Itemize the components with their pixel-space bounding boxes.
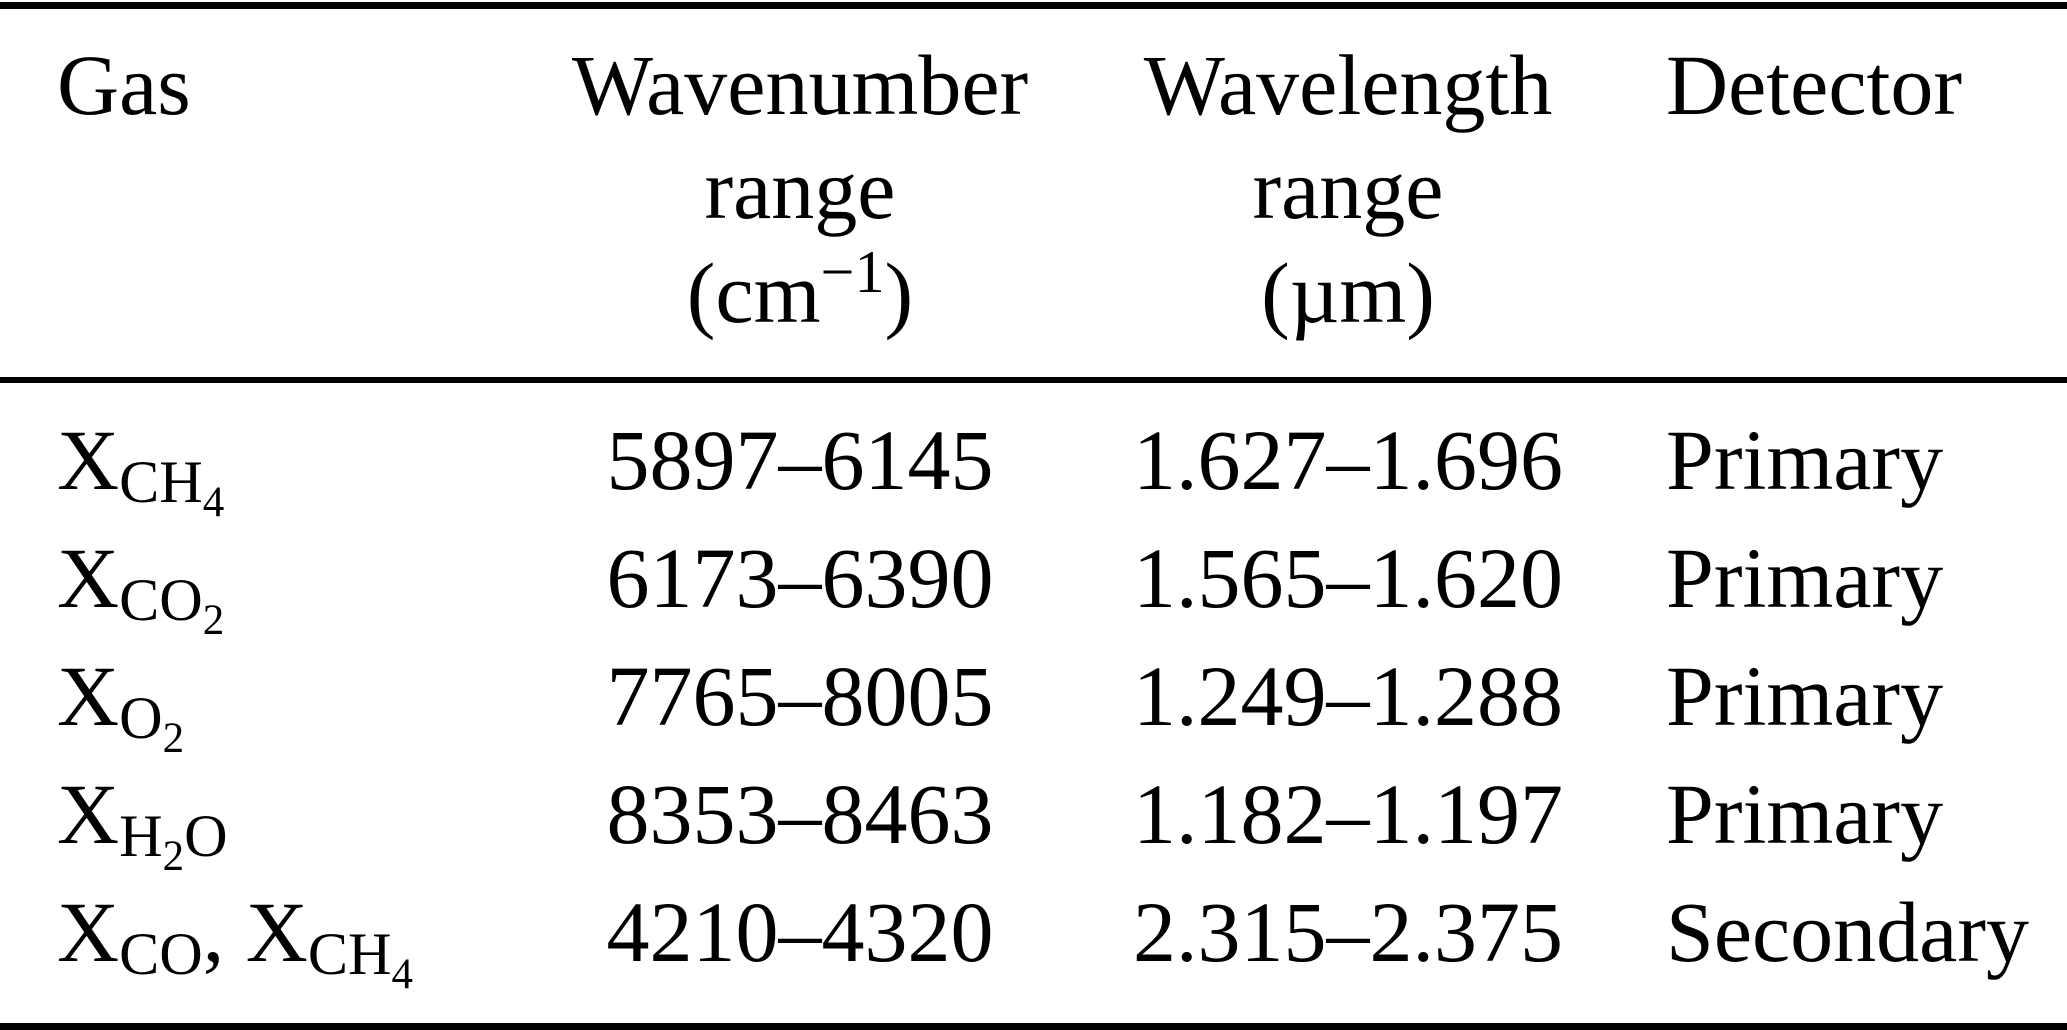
header-wavenumber-unit: (cm−1) xyxy=(555,238,1045,355)
wavenumber-range-cell: 4210–4320 xyxy=(606,884,994,980)
detector-cell: Primary xyxy=(1666,766,1944,862)
wavelength-range-cell: 1.627–1.696 xyxy=(1133,412,1563,508)
gas-symbol-base: X xyxy=(57,766,120,862)
header-wavenumber: Wavenumber range (cm−1) xyxy=(555,5,1045,383)
gas-symbol-sub: H xyxy=(119,803,163,871)
gas-symbol-sub: CO xyxy=(119,567,203,635)
gas-symbol-base: X xyxy=(57,648,120,744)
gas-symbol-base: X xyxy=(57,412,120,508)
table-row: XH2O 8353–8463 1.182–1.197 Primary xyxy=(0,763,2067,881)
header-wavelength-unit: (µm) xyxy=(1261,245,1435,341)
wavenumber-range-cell: 5897–6145 xyxy=(606,412,994,508)
gas-cell: XH2O xyxy=(0,763,555,881)
gas-symbol-subsub: 2 xyxy=(202,596,225,644)
detector-cell: Primary xyxy=(1666,530,1944,626)
gas-cell: XO2 xyxy=(0,645,555,763)
header-gas: Gas xyxy=(0,5,555,383)
gas-symbol-sub: O xyxy=(119,685,163,753)
gas-symbol-base: X xyxy=(57,884,120,980)
header-row: Gas Wavenumber range (cm−1) Wavelength r… xyxy=(0,5,2067,383)
table-row: XCO2 6173–6390 1.565–1.620 Primary xyxy=(0,527,2067,645)
gas-symbol-subsub: 2 xyxy=(162,714,185,762)
wavelength-range-cell: 1.565–1.620 xyxy=(1133,530,1563,626)
gas-symbol-sub: CH xyxy=(307,921,392,989)
unit-exponent: −1 xyxy=(820,238,885,306)
table-row: XCH4 5897–6145 1.627–1.696 Primary xyxy=(0,380,2067,527)
header-wavelength-line1: Wavelength xyxy=(1143,37,1553,133)
header-gas-label: Gas xyxy=(57,37,191,133)
gas-symbol-subsub: 2 xyxy=(162,832,185,880)
header-wavenumber-line1: Wavenumber xyxy=(571,37,1029,133)
detector-cell: Secondary xyxy=(1666,884,2029,980)
table-header: Gas Wavenumber range (cm−1) Wavelength r… xyxy=(0,5,2067,383)
wavelength-range-cell: 2.315–2.375 xyxy=(1133,884,1563,980)
gas-symbol-sub: CH xyxy=(119,449,203,517)
gas-cell: XCO2 xyxy=(0,527,555,645)
wavelength-range-cell: 1.249–1.288 xyxy=(1133,648,1563,744)
gas-symbol-sub: O xyxy=(184,803,228,871)
unit-close-paren: ) xyxy=(884,245,914,341)
header-wavelength: Wavelength range (µm) xyxy=(1045,5,1651,383)
gas-symbol-base: , xyxy=(202,884,246,980)
table-row: XCO, XCH4 4210–4320 2.315–2.375 Secondary xyxy=(0,881,2067,1027)
gas-cell: XCO, XCH4 xyxy=(0,881,555,1027)
header-wavenumber-line2: range xyxy=(704,141,896,237)
gas-symbol-subsub: 4 xyxy=(391,950,413,998)
table-body: XCH4 5897–6145 1.627–1.696 Primary XCO2 6173–… xyxy=(0,380,2067,1027)
header-detector-label: Detector xyxy=(1666,37,1963,133)
gas-symbol-base: X xyxy=(245,884,308,980)
gas-symbol-base: X xyxy=(57,530,120,626)
gas-symbol-sub: CO xyxy=(119,921,203,989)
wavelength-range-cell: 1.182–1.197 xyxy=(1133,766,1563,862)
unit-open-paren: (cm xyxy=(686,245,821,341)
gas-symbol-subsub: 4 xyxy=(202,478,225,526)
table-row: XO2 7765–8005 1.249–1.288 Primary xyxy=(0,645,2067,763)
wavenumber-range-cell: 8353–8463 xyxy=(606,766,994,862)
wavenumber-range-cell: 7765–8005 xyxy=(606,648,994,744)
header-wavelength-line2: range xyxy=(1252,141,1444,237)
header-detector: Detector xyxy=(1651,5,2067,383)
detector-cell: Primary xyxy=(1666,412,1944,508)
gas-cell: XCH4 xyxy=(0,380,555,527)
detector-cell: Primary xyxy=(1666,648,1944,744)
wavenumber-range-cell: 6173–6390 xyxy=(606,530,994,626)
